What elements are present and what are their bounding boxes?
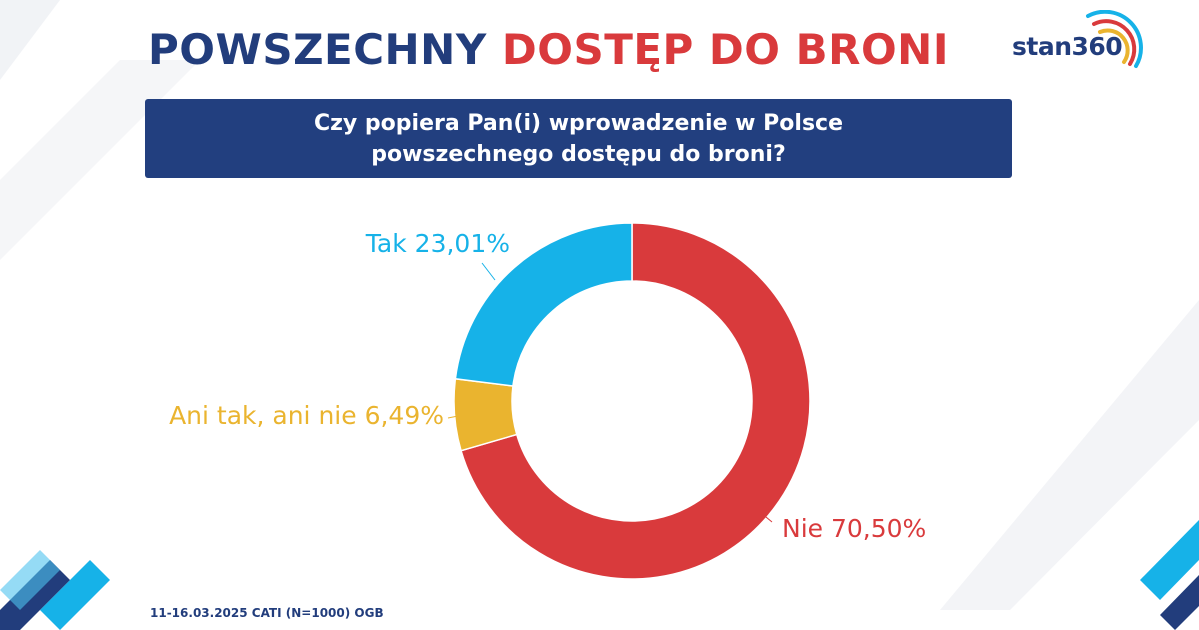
page-title: POWSZECHNY DOSTĘP DO BRONI <box>148 22 1008 78</box>
decor-stripe <box>0 550 60 610</box>
question-line-2: powszechnego dostępu do broni? <box>371 141 786 167</box>
decor-shape <box>0 0 60 80</box>
data-label: Ani tak, ani nie 6,49% <box>169 401 444 430</box>
question-box: Czy popiera Pan(i) wprowadzenie w Polsce… <box>145 99 1012 178</box>
donut-slice-nie <box>460 222 811 580</box>
leader-line <box>759 511 773 523</box>
decor-stripe <box>40 560 110 630</box>
logo-arcs-icon <box>1086 10 1143 68</box>
title-part2: DOSTĘP DO BRONI <box>501 25 949 74</box>
logo-text: stan360 <box>1012 32 1123 61</box>
leader-line <box>481 262 496 281</box>
decor-stripe <box>1140 520 1199 600</box>
title-part1: POWSZECHNY <box>148 25 487 74</box>
data-label: Nie 70,50% <box>782 514 926 543</box>
data-label: Tak 23,01% <box>365 229 510 258</box>
decor-stripe <box>1160 575 1199 630</box>
survey-footnote: 11-16.03.2025 CATI (N=1000) OGB <box>150 606 384 620</box>
leader-line <box>447 415 459 419</box>
decor-shape <box>940 300 1199 610</box>
brand-logo: stan360 <box>1008 10 1148 90</box>
question-line-1: Czy popiera Pan(i) wprowadzenie w Polsce <box>313 110 843 136</box>
donut-slice-tak <box>454 222 633 387</box>
